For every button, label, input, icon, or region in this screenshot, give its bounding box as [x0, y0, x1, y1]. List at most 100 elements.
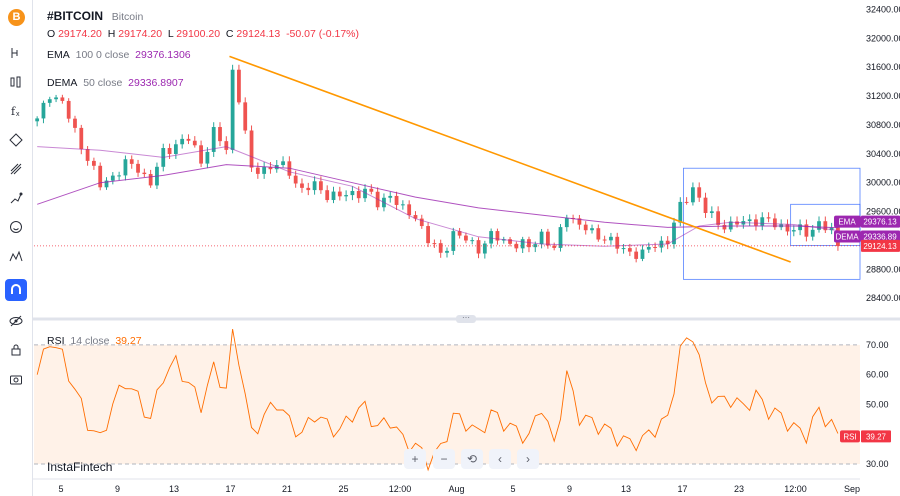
candle [823, 216, 828, 234]
candle-body [634, 251, 639, 259]
zoom-in-button[interactable]: + [404, 449, 426, 469]
time-axis-tick: 25 [338, 484, 348, 494]
candle [716, 206, 721, 230]
magnet-icon[interactable] [5, 279, 27, 301]
candle-body [394, 195, 399, 205]
candle-body [590, 228, 594, 231]
candle [211, 122, 216, 157]
candle [426, 222, 430, 248]
rsi-axis-tick: 30.00 [866, 459, 889, 469]
change-value: -50.07 (-0.17%) [286, 28, 360, 40]
candle-body [337, 191, 342, 197]
candle-body [545, 231, 550, 246]
candle-body [621, 248, 626, 250]
candle-body [388, 195, 393, 198]
axis-label-name-box [834, 215, 861, 228]
candle-body [350, 191, 355, 196]
pane-resize-handle[interactable]: ⋯ [456, 314, 476, 323]
trend-line-icon[interactable] [5, 71, 27, 93]
axis-label-value-box [861, 230, 900, 243]
time-axis-tick: 12:00 [389, 484, 412, 494]
candle [457, 227, 462, 239]
pattern-icon[interactable] [5, 129, 27, 151]
candle [785, 219, 790, 236]
candle-body [722, 224, 727, 230]
candle-body [609, 236, 613, 241]
emoji-icon[interactable] [5, 216, 27, 238]
lock-icon[interactable] [5, 339, 27, 361]
rsi-axis-label: RSI 39.27 [840, 430, 891, 443]
candle [98, 162, 103, 191]
candle [709, 206, 714, 219]
high-value: 29174.20 [118, 28, 163, 40]
candle-body [791, 230, 796, 232]
candle [218, 122, 222, 147]
candle [331, 186, 336, 204]
cursor-icon[interactable] [5, 42, 27, 64]
candle-body [476, 240, 481, 254]
candle [306, 182, 311, 196]
candle [772, 213, 777, 230]
zoom-out-button[interactable]: − [433, 449, 455, 469]
candle-body [407, 204, 412, 216]
text-icon[interactable] [5, 187, 27, 209]
candle [325, 185, 330, 203]
eye-icon[interactable] [5, 310, 27, 332]
svg-text:f: f [11, 105, 16, 118]
rsi-band-background [34, 344, 860, 465]
rsi-legend[interactable]: RSI 14 close 39.27 [47, 335, 142, 347]
candle [766, 212, 771, 223]
candle [369, 184, 374, 195]
ema-legend[interactable]: EMA 100 0 close 29376.1306 [47, 49, 191, 61]
candle-body [129, 159, 134, 164]
candle-body [539, 231, 544, 245]
candle-body [60, 97, 65, 101]
candle [413, 211, 418, 222]
candle [697, 182, 702, 202]
candle-body [665, 240, 670, 245]
scroll-left-button[interactable]: ‹ [489, 449, 511, 469]
price-axis-tick: 29600.00 [866, 207, 900, 217]
candle [199, 140, 203, 168]
candle-body [243, 102, 248, 131]
candle-body [356, 191, 361, 199]
candle [817, 216, 821, 233]
candle-body [703, 197, 708, 213]
candle-body [495, 231, 500, 241]
candle [829, 222, 834, 235]
candle [47, 96, 52, 107]
candle [583, 221, 588, 235]
candle [476, 237, 481, 259]
candle-body [817, 221, 821, 230]
candle-body [92, 160, 96, 166]
candle [754, 214, 758, 231]
ruler-icon[interactable] [5, 245, 27, 267]
ema-legend-params: 100 0 close [75, 49, 130, 61]
candle-body [445, 250, 449, 253]
rsi-axis-tick: 60.00 [866, 370, 889, 380]
candle [262, 162, 267, 179]
candle-body [230, 69, 235, 150]
candle [615, 232, 620, 254]
price-axis-tick: 31200.00 [866, 91, 900, 101]
brush-icon[interactable] [5, 158, 27, 180]
screenshot-icon[interactable] [5, 368, 27, 390]
time-axis-tick: 12:00 [784, 484, 807, 494]
candle-body [766, 217, 771, 219]
symbol-legend: #BITCOIN Bitcoin [47, 9, 143, 23]
price-axis-tick: 30000.00 [866, 178, 900, 188]
dema-legend[interactable]: DEMA 50 close 29336.8907 [47, 77, 184, 89]
rsi-legend-value: 39.27 [115, 335, 142, 347]
reset-chart-button[interactable]: ⟲ [461, 449, 483, 469]
axis-value-label: 29124.13 [861, 239, 900, 252]
dema-50-line [37, 146, 838, 247]
axis-label-value: 29124.13 [863, 242, 897, 251]
candle-body [672, 222, 676, 245]
candle [350, 186, 355, 201]
candle-body [419, 218, 424, 227]
time-axis-tick: 17 [677, 484, 687, 494]
candle-body [268, 167, 273, 170]
scroll-right-button[interactable]: › [517, 449, 539, 469]
